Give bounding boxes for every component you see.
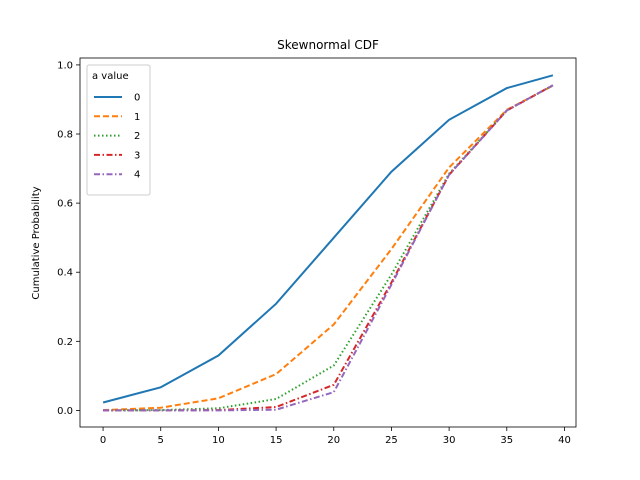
legend-box <box>86 64 151 196</box>
x-axis: 0 5 10 15 20 25 30 35 40 <box>100 427 571 446</box>
y-tick-label: 0.4 <box>57 268 73 279</box>
axes-frame <box>79 57 577 428</box>
series-line-1 <box>103 84 554 412</box>
legend-title: a value <box>92 71 129 82</box>
y-tick-label: 0.0 <box>57 406 73 417</box>
x-tick-label: 15 <box>270 435 283 446</box>
legend: a value 0 1 2 3 4 <box>86 64 151 196</box>
legend-label-3: 3 <box>134 150 140 161</box>
x-tick-label: 40 <box>558 435 571 446</box>
legend-label-2: 2 <box>134 131 140 142</box>
x-tick-label: 0 <box>100 435 106 446</box>
x-tick-label: 10 <box>212 435 225 446</box>
legend-label-0: 0 <box>134 93 140 104</box>
y-tick-label: 1.0 <box>57 60 73 71</box>
x-tick-label: 5 <box>158 435 164 446</box>
x-tick-label: 35 <box>500 435 513 446</box>
y-tick-label: 0.2 <box>57 337 73 348</box>
chart-title: Skewnormal CDF <box>277 38 379 52</box>
y-axis: 0.0 0.2 0.4 0.6 0.8 1.0 <box>57 60 80 417</box>
plot-area <box>102 74 554 412</box>
legend-label-4: 4 <box>134 170 140 181</box>
series-line-4 <box>103 84 554 412</box>
x-tick-label: 20 <box>327 435 340 446</box>
series-line-0 <box>102 74 554 404</box>
y-axis-label: Cumulative Probability <box>31 186 42 299</box>
legend-label-1: 1 <box>134 112 140 123</box>
y-tick-label: 0.8 <box>57 130 73 141</box>
x-tick-label: 25 <box>385 435 398 446</box>
x-tick-label: 30 <box>443 435 456 446</box>
y-tick-label: 0.6 <box>57 199 73 210</box>
